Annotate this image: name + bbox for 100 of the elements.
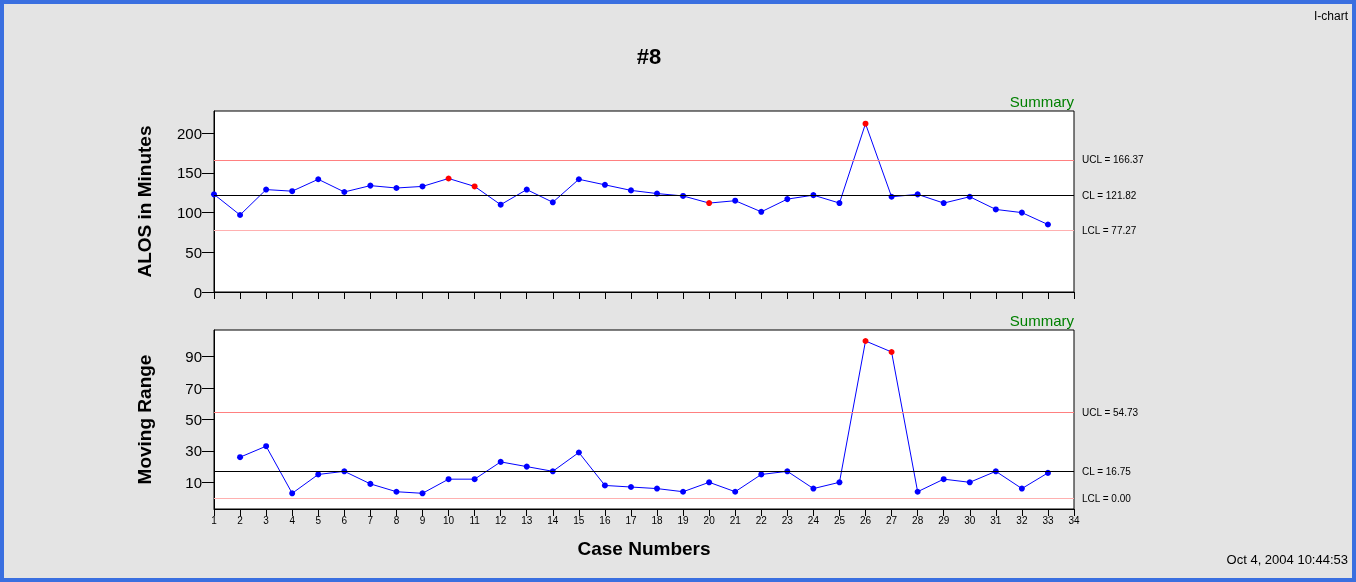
x-tick-label: 5: [315, 514, 322, 526]
point: [237, 212, 244, 218]
point: [367, 480, 374, 487]
text: Oct 4, 2004 10:44:53: [1226, 552, 1349, 567]
x-tick-label: 33: [1042, 514, 1054, 526]
point: [237, 454, 244, 461]
point: [706, 200, 713, 207]
point: [315, 176, 322, 183]
point: [888, 348, 895, 355]
x-tick-label: 22: [755, 514, 768, 526]
point: [836, 200, 843, 207]
point: [289, 188, 296, 195]
x-tick-label: 3: [263, 514, 270, 526]
x-axis-title: Case Numbers: [577, 538, 711, 559]
point: [263, 186, 270, 193]
ref-line-label: UCL = 166.37: [1082, 154, 1145, 166]
ref-line-label: CL = 16.75: [1082, 466, 1132, 478]
point: [601, 482, 608, 489]
point: [393, 185, 400, 191]
point: [1018, 209, 1025, 216]
point: [654, 485, 661, 492]
y-tick-label: 0: [193, 283, 202, 301]
point: [315, 471, 322, 478]
point: [627, 187, 634, 194]
point: [367, 182, 374, 189]
x-tick-label: 34: [1068, 514, 1080, 526]
y-axis-title: ALOS in Minutes: [134, 125, 155, 278]
y-tick-label: 30: [185, 442, 202, 460]
ref-line-label: UCL = 54.73: [1082, 406, 1139, 418]
text: Summary: [1009, 312, 1075, 329]
x-tick-label: 11: [469, 514, 481, 526]
x-tick-label: 12: [495, 514, 507, 526]
x-tick-label: 30: [964, 514, 976, 526]
x-tick-label: 13: [521, 514, 533, 526]
x-tick-label: 20: [703, 514, 716, 526]
x-tick-label: 17: [625, 514, 637, 526]
y-tick-label: 70: [185, 379, 202, 397]
y-tick-label: 150: [176, 164, 202, 182]
x-tick-label: 24: [807, 514, 820, 526]
x-tick-label: 14: [547, 514, 559, 526]
point: [627, 484, 634, 491]
point: [523, 463, 530, 470]
point: [862, 120, 869, 127]
point: [1018, 485, 1025, 492]
point: [341, 188, 348, 195]
point: [471, 476, 478, 483]
x-tick-label: 1: [211, 514, 218, 526]
point: [732, 488, 739, 495]
x-tick-label: 29: [938, 514, 950, 526]
x-tick-label: 8: [393, 514, 400, 526]
y-tick-label: 50: [185, 411, 202, 428]
point: [263, 443, 270, 450]
x-tick-label: 23: [781, 514, 794, 526]
x-tick-label: 7: [367, 514, 374, 526]
y-tick-label: 90: [185, 348, 202, 366]
point: [497, 458, 504, 465]
x-tick-label: 27: [886, 514, 898, 526]
x-tick-label: 31: [990, 514, 1002, 526]
point: [471, 183, 478, 190]
y-tick-label: 50: [185, 243, 202, 261]
point: [575, 449, 582, 456]
x-tick-label: 4: [289, 514, 296, 526]
point: [549, 199, 556, 206]
point: [393, 488, 400, 495]
x-tick-label: 6: [341, 514, 348, 526]
x-tick-label: 28: [912, 514, 924, 526]
x-tick-label: 2: [237, 514, 244, 526]
point: [862, 337, 869, 344]
ref-line-label: CL = 121.82: [1082, 189, 1137, 201]
chart-title: #8: [636, 43, 662, 69]
ref-line-label: LCL = 77.27: [1082, 225, 1137, 237]
x-tick-label: 21: [729, 514, 742, 526]
point: [575, 176, 582, 183]
point: [940, 476, 947, 483]
x-tick-label: 25: [833, 514, 846, 526]
point: [992, 206, 999, 213]
point: [680, 488, 687, 495]
point: [1044, 221, 1051, 228]
x-tick-label: 16: [599, 514, 611, 526]
point: [497, 201, 504, 208]
x-tick-label: 32: [1016, 514, 1028, 526]
point: [732, 197, 739, 204]
point: [758, 208, 765, 215]
point: [601, 181, 608, 188]
ref-line-label: LCL = 0.00: [1082, 492, 1132, 504]
x-tick-label: 15: [573, 514, 585, 526]
x-tick-label: 10: [442, 514, 455, 526]
text: I-chart: [1313, 9, 1349, 23]
x-tick-label: 18: [651, 514, 664, 526]
y-tick-label: 10: [185, 473, 202, 491]
y-tick-label: 200: [176, 124, 202, 142]
point: [706, 479, 713, 486]
x-tick-label: 26: [859, 514, 872, 526]
point: [445, 476, 452, 483]
x-tick-label: 19: [677, 514, 690, 526]
point: [419, 183, 426, 190]
text: Summary: [1009, 93, 1075, 110]
y-axis-title: Moving Range: [134, 354, 155, 485]
point: [419, 490, 426, 497]
point: [966, 479, 973, 486]
